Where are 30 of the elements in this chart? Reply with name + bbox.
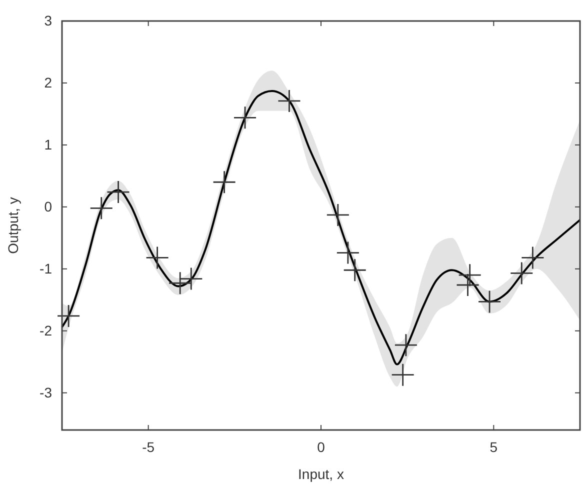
point xyxy=(522,246,544,269)
x-tick-label: -5 xyxy=(142,438,155,455)
y-tick-label: 3 xyxy=(44,12,52,28)
point xyxy=(90,197,112,220)
point xyxy=(234,106,256,129)
x-tick-label: 0 xyxy=(317,438,326,455)
y-tick-label: 1 xyxy=(44,136,52,152)
y-tick-label: -3 xyxy=(40,384,52,400)
point xyxy=(336,242,359,264)
point xyxy=(180,268,202,290)
x-axis-title: Input, x xyxy=(298,466,344,482)
point xyxy=(392,364,414,386)
y-tick-label: 2 xyxy=(44,74,52,90)
point xyxy=(169,272,192,294)
point xyxy=(344,259,366,282)
point xyxy=(458,264,481,286)
y-tick-label: 0 xyxy=(44,198,52,214)
point xyxy=(456,274,479,296)
point xyxy=(107,181,130,204)
point xyxy=(394,334,417,356)
point xyxy=(146,246,168,269)
point xyxy=(510,262,533,284)
y-axis-title: Output, y xyxy=(5,197,21,254)
point xyxy=(213,171,236,194)
point xyxy=(478,290,501,313)
x-tick-label: 5 xyxy=(490,438,498,455)
point xyxy=(326,204,349,226)
point xyxy=(278,90,300,112)
y-tick-label: -2 xyxy=(40,322,52,338)
y-tick-label: -1 xyxy=(40,260,52,276)
